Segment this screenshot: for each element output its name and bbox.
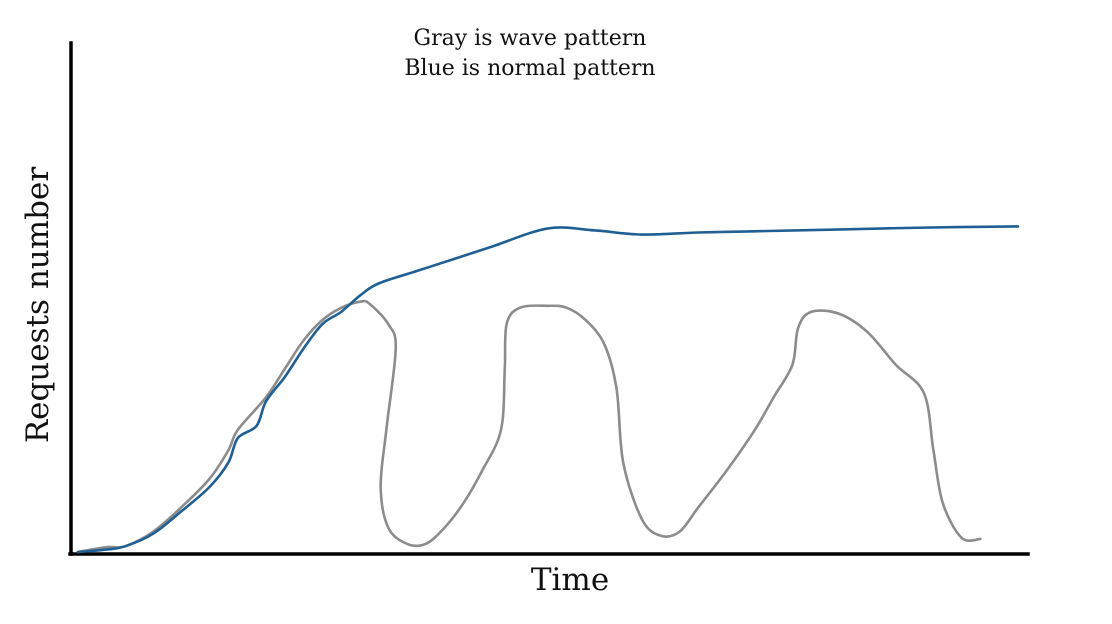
chart-annotation-gray: Gray is wave pattern xyxy=(414,26,647,51)
chart-annotation-blue: Blue is normal pattern xyxy=(404,56,655,81)
y-axis-label: Requests number xyxy=(20,167,56,443)
x-axis-label: Time xyxy=(531,562,609,598)
gray-series-line xyxy=(76,299,982,554)
blue-series-line xyxy=(76,225,1020,554)
series-layer xyxy=(76,225,1020,554)
